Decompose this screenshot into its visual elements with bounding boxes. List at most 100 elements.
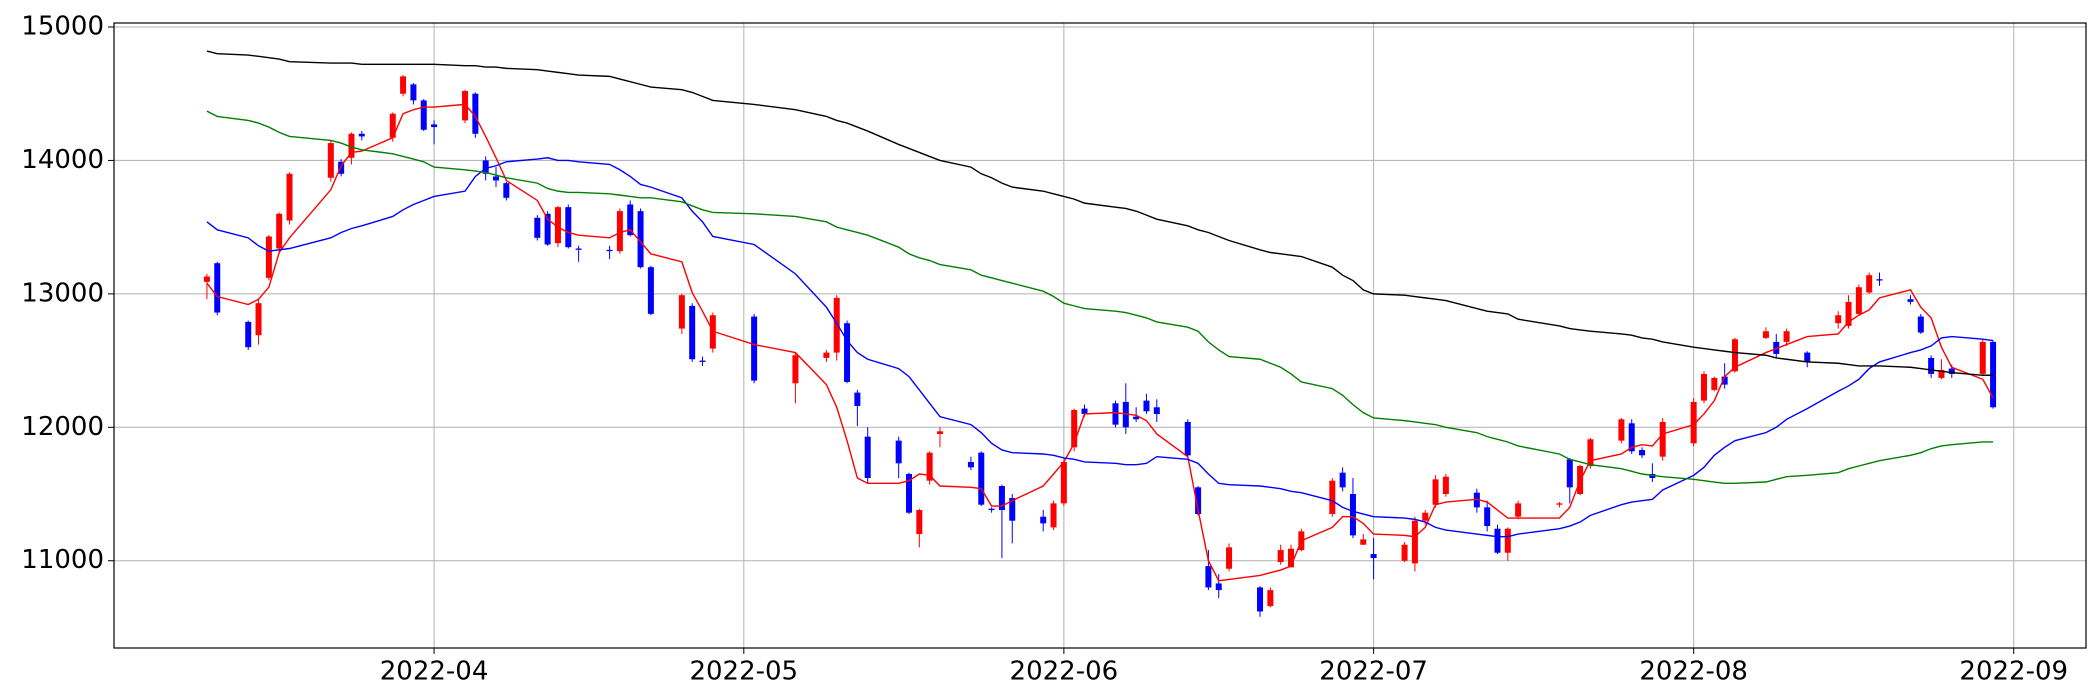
candle-body [1866, 275, 1873, 293]
candle-body [1515, 503, 1522, 517]
candle-body [1442, 476, 1449, 495]
candle-body [936, 431, 943, 434]
candle-body [1979, 341, 1986, 374]
y-tick-label: 15000 [21, 12, 104, 42]
candle-body [1731, 339, 1738, 372]
candle-body [926, 452, 933, 481]
candle-body [1215, 583, 1222, 591]
candle-body [905, 474, 912, 513]
candle-body [606, 249, 613, 252]
candle-body [1494, 528, 1501, 553]
candle-body [678, 295, 685, 329]
candle-body [1360, 539, 1367, 545]
candle-body [998, 486, 1005, 511]
candle-body [1133, 416, 1140, 420]
candle-body [833, 297, 840, 353]
candle-body [348, 133, 355, 158]
moving-average-line [206, 103, 1994, 582]
candle-body [1257, 587, 1264, 612]
candle-body [214, 263, 221, 313]
candle-body [472, 93, 479, 134]
candle-body [482, 160, 489, 174]
x-tick-label: 2022-09 [1959, 657, 2068, 687]
candle-body [1195, 487, 1202, 515]
x-tick-label: 2022-07 [1319, 657, 1428, 687]
candle-body [462, 91, 469, 121]
candle-body [1153, 407, 1160, 414]
candle-body [1928, 357, 1935, 374]
candle-body [647, 267, 654, 314]
candle-body [1504, 528, 1511, 553]
candle-body [1071, 409, 1078, 448]
x-tick-label: 2022-08 [1639, 657, 1748, 687]
candle-body [327, 143, 334, 178]
candle-body [203, 276, 210, 282]
candle-body [1009, 498, 1016, 521]
candle-body [1205, 566, 1212, 588]
candle-body [895, 440, 902, 464]
candle-body [1639, 449, 1646, 456]
candle-body [1762, 331, 1769, 338]
candle-body [265, 236, 272, 278]
candle-body [544, 213, 551, 245]
candle-body [1349, 494, 1356, 536]
candle-body [699, 360, 706, 362]
candle-body [1267, 590, 1274, 607]
candle-body [864, 436, 871, 479]
candle-body [1618, 419, 1625, 441]
candle-body [1721, 376, 1728, 385]
candle-body [1484, 507, 1491, 527]
candle-body [420, 100, 427, 130]
x-tick-label: 2022-04 [380, 657, 489, 687]
moving-average-line [206, 50, 1994, 376]
candle-body [1587, 439, 1594, 466]
candle-body [1411, 520, 1418, 564]
candle-body [1804, 352, 1811, 362]
candle-body [255, 303, 262, 336]
y-tick-label: 13000 [21, 278, 104, 308]
candle-body [286, 173, 293, 221]
candle-body [988, 508, 995, 511]
candle-body [245, 321, 252, 348]
y-tick-label: 14000 [21, 145, 104, 175]
candle-body [1329, 480, 1336, 515]
candle-body [431, 124, 438, 128]
candle-body [1277, 550, 1284, 563]
candle-body [1143, 400, 1150, 412]
candle-body [1845, 301, 1852, 326]
candle-body [358, 133, 365, 137]
candle-body [1938, 369, 1945, 378]
plot-frame [113, 22, 2087, 649]
candle-body [534, 217, 541, 238]
candle-body [1783, 331, 1790, 342]
candle-body [854, 392, 861, 406]
candle-body [1401, 544, 1408, 561]
candle-body [565, 207, 572, 248]
candle-body [844, 323, 851, 382]
candle-body [1907, 299, 1914, 302]
candle-body [389, 113, 396, 138]
candle-body [1917, 316, 1924, 333]
candle-body [1855, 287, 1862, 314]
candle-body [1432, 479, 1439, 505]
candle-body [1370, 554, 1377, 559]
candle-body [1060, 461, 1067, 504]
candle-body [1184, 421, 1191, 456]
candle-body [823, 352, 830, 358]
candle-body [1628, 423, 1635, 452]
candle-body [410, 84, 417, 101]
candle-body [1700, 373, 1707, 401]
candle-body [627, 204, 634, 236]
candle-body [967, 461, 974, 468]
candle-body [1081, 408, 1088, 414]
candle-body [616, 211, 623, 252]
candle-body [1876, 279, 1883, 281]
x-tick-label: 2022-06 [1010, 657, 1119, 687]
candle-body [493, 176, 500, 181]
y-tick-label: 11000 [21, 545, 104, 575]
candle-body [751, 316, 758, 381]
y-tick-label: 12000 [21, 412, 104, 442]
candle-body [1288, 548, 1295, 568]
candle-body [1422, 512, 1429, 521]
